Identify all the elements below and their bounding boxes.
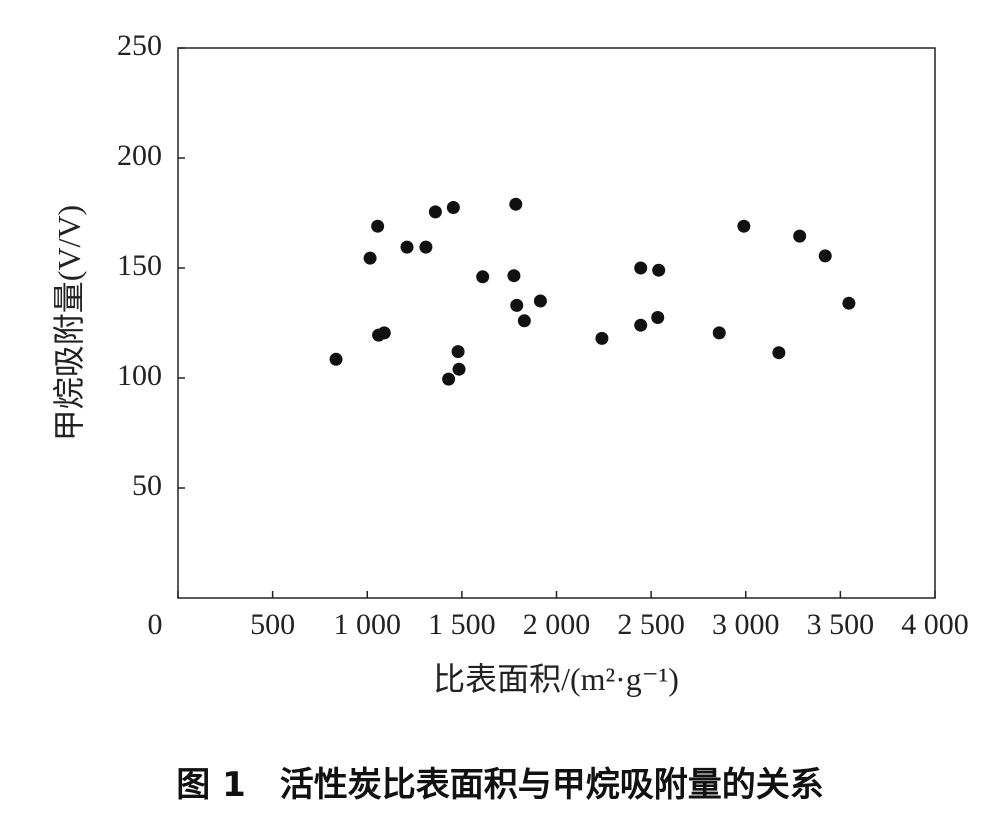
y-tick-label: 250 [117, 29, 162, 62]
data-point [363, 251, 377, 265]
data-point [446, 201, 460, 214]
x-tick-label: 3 500 [807, 608, 875, 641]
x-tick-label: 1 000 [334, 608, 402, 641]
data-point [533, 294, 547, 308]
data-point [634, 318, 648, 332]
data-point [652, 263, 666, 277]
y-tick-label: 50 [132, 469, 162, 502]
plot-frame [177, 47, 936, 599]
figure-caption: 图 1 活性炭比表面积与甲烷吸附量的关系 [176, 765, 824, 805]
data-point [793, 229, 807, 243]
data-point [842, 296, 856, 310]
data-point [428, 205, 442, 219]
data-point [371, 219, 385, 233]
data-point [772, 346, 786, 360]
data-point [476, 270, 490, 284]
data-point [419, 240, 433, 254]
y-tick-label: 100 [117, 359, 162, 392]
x-tick-label: 2 000 [523, 608, 591, 641]
data-point [452, 362, 466, 376]
x-tick-label: 3 000 [712, 608, 780, 641]
data-point [737, 219, 751, 233]
data-point [595, 331, 609, 345]
y-tick-label: 150 [117, 249, 162, 282]
data-point [517, 314, 531, 328]
x-tick-label: 2 500 [617, 608, 685, 641]
data-point [400, 240, 414, 254]
data-point [507, 269, 521, 283]
data-point [651, 311, 665, 324]
x-tick-label: 1 500 [428, 608, 496, 641]
data-point [712, 326, 726, 340]
data-point [377, 326, 391, 340]
x-tick-label: 0 [148, 608, 163, 641]
data-point [329, 352, 343, 366]
x-tick-label: 4 000 [901, 608, 969, 641]
data-point [509, 197, 523, 211]
y-axis-label: 甲烷吸附量(V/V) [51, 205, 87, 441]
y-tick-label: 200 [117, 139, 162, 172]
data-point [442, 372, 456, 386]
data-point [451, 345, 465, 359]
x-axis-label: 比表面积/(m²·g⁻¹) [433, 661, 679, 697]
data-point [510, 298, 524, 312]
x-tick-label: 500 [250, 608, 295, 641]
data-point [818, 249, 832, 263]
data-point [634, 261, 648, 275]
